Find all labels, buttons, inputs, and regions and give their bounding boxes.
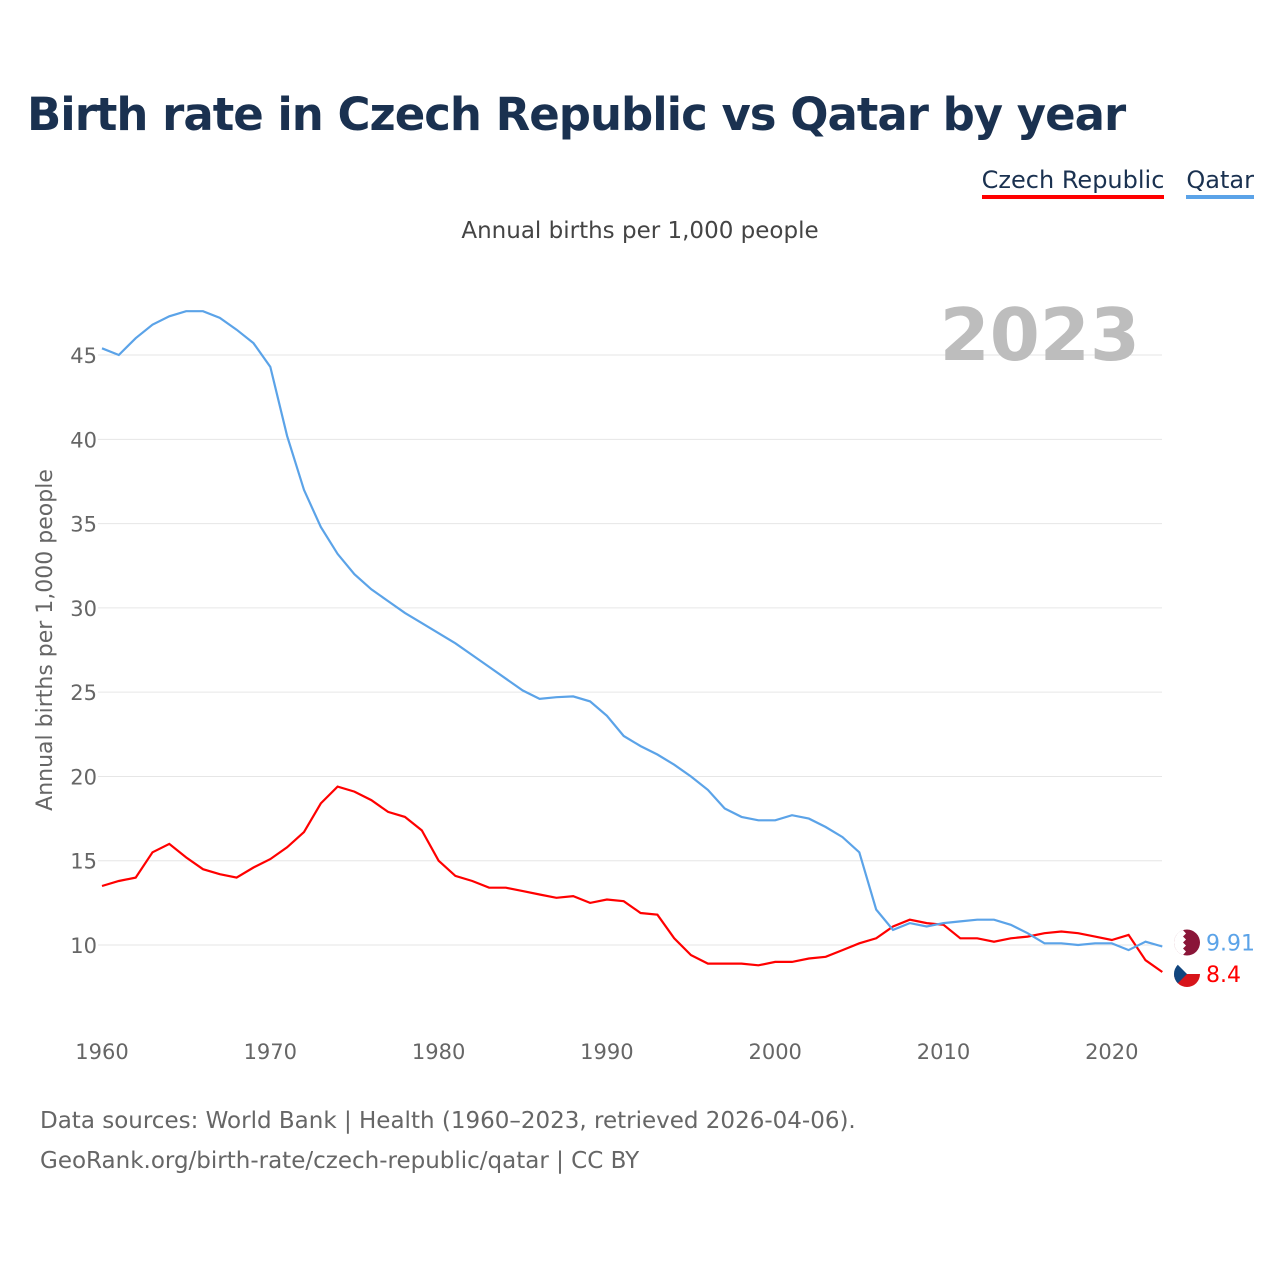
y-axis-label: Annual births per 1,000 people [33, 469, 58, 811]
qatar-flag-white [1174, 930, 1186, 955]
end-value-label: 9.91 [1206, 932, 1255, 957]
x-tick-label: 1980 [412, 1040, 465, 1064]
y-tick-label: 25 [70, 681, 97, 705]
y-tick-label: 10 [70, 934, 97, 958]
x-tick-label: 2010 [917, 1040, 970, 1064]
end-value-label: 8.4 [1206, 963, 1241, 988]
series-line-czech-republic [101, 785, 1163, 973]
chart-title: Birth rate in Czech Republic vs Qatar by… [27, 88, 1126, 141]
series-line-qatar [101, 310, 1163, 952]
y-tick-label: 30 [70, 597, 97, 621]
x-tick-label: 1970 [244, 1040, 297, 1064]
y-tick-label: 15 [70, 850, 97, 874]
source-line-2: GeoRank.org/birth-rate/czech-republic/qa… [40, 1148, 640, 1174]
y-tick-label: 45 [70, 344, 97, 368]
x-tick-label: 1990 [580, 1040, 633, 1064]
legend-qatar[interactable]: Qatar [1186, 166, 1254, 199]
x-tick-label: 2020 [1085, 1040, 1138, 1064]
y-tick-label: 40 [70, 428, 97, 452]
x-tick-label: 1960 [75, 1040, 128, 1064]
y-tick-label: 35 [70, 513, 97, 537]
y-tick-label: 20 [70, 765, 97, 789]
source-line-1: Data sources: World Bank | Health (1960–… [40, 1108, 856, 1134]
legend: Czech Republic Qatar [981, 166, 1254, 199]
x-tick-label: 2000 [748, 1040, 801, 1064]
legend-czech-republic[interactable]: Czech Republic [981, 166, 1165, 199]
czech-flag-blue [1173, 964, 1187, 984]
year-watermark: 2023 [940, 293, 1140, 377]
chart-subtitle: Annual births per 1,000 people [461, 218, 819, 244]
